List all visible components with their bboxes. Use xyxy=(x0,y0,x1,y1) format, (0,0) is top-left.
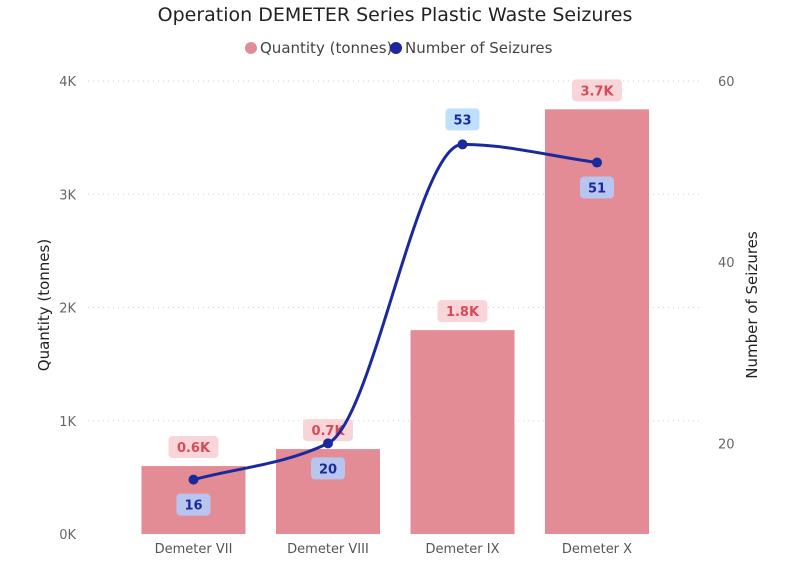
line-point xyxy=(457,139,468,150)
right-tick-label: 40 xyxy=(718,256,735,271)
line-series xyxy=(188,139,602,485)
left-axis-ticks: 0K 1K 2K 3K 4K xyxy=(59,75,76,543)
legend-marker-seizures xyxy=(390,42,402,54)
category-label: Demeter X xyxy=(562,542,632,557)
line-data-label: 51 xyxy=(588,182,606,197)
line-data-labels: 16 20 53 51 xyxy=(176,108,614,516)
category-axis: Demeter VII Demeter VIII Demeter IX Demeter… xyxy=(155,542,633,557)
left-tick-label: 3K xyxy=(59,188,76,203)
bar-data-label-bg xyxy=(168,436,219,459)
legend-label-seizures: Number of Seizures xyxy=(405,39,553,57)
bar-data-label: 1.8K xyxy=(446,305,480,320)
right-axis-title: Number of Seizures xyxy=(743,231,761,379)
legend-label-quantity: Quantity (tonnes) xyxy=(260,39,392,57)
right-axis-ticks: 20 40 60 xyxy=(718,75,735,452)
bar xyxy=(545,109,649,534)
bar-data-label: 0.6K xyxy=(177,441,211,456)
bar-data-labels: 0.6K0.7K1.8K3.7K xyxy=(168,79,622,459)
line-data-label: 53 xyxy=(453,113,471,128)
bar xyxy=(410,330,515,534)
line-data-label-bg xyxy=(176,493,211,516)
line-data-label-bg xyxy=(580,176,614,199)
left-tick-label: 4K xyxy=(59,75,76,90)
bar-series xyxy=(141,109,649,534)
category-label: Demeter VIII xyxy=(287,542,369,557)
seizures-line xyxy=(193,142,598,482)
line-data-label-bg xyxy=(311,457,345,480)
left-tick-label: 2K xyxy=(59,302,76,317)
category-label: Demeter VII xyxy=(155,542,233,557)
bar-data-label: 3.7K xyxy=(580,84,614,99)
bar-data-label-bg xyxy=(572,79,622,102)
legend-marker-quantity xyxy=(245,42,257,54)
left-axis-title: Quantity (tonnes) xyxy=(35,239,53,371)
line-data-label-bg xyxy=(445,108,480,131)
bar-data-label-bg xyxy=(303,419,353,442)
left-tick-label: 0K xyxy=(59,528,76,543)
line-point xyxy=(323,438,333,449)
line-point xyxy=(188,474,199,485)
category-label: Demeter IX xyxy=(426,542,500,557)
right-tick-label: 60 xyxy=(718,75,735,90)
left-tick-label: 1K xyxy=(59,415,76,430)
line-data-label: 16 xyxy=(184,499,202,514)
chart-title: Operation DEMETER Series Plastic Waste S… xyxy=(158,4,633,26)
line-data-label: 20 xyxy=(319,462,337,477)
right-tick-label: 20 xyxy=(718,437,735,452)
legend: Quantity (tonnes) Number of Seizures xyxy=(245,39,553,57)
bar-data-label-bg xyxy=(437,300,488,323)
line-point xyxy=(592,157,602,168)
